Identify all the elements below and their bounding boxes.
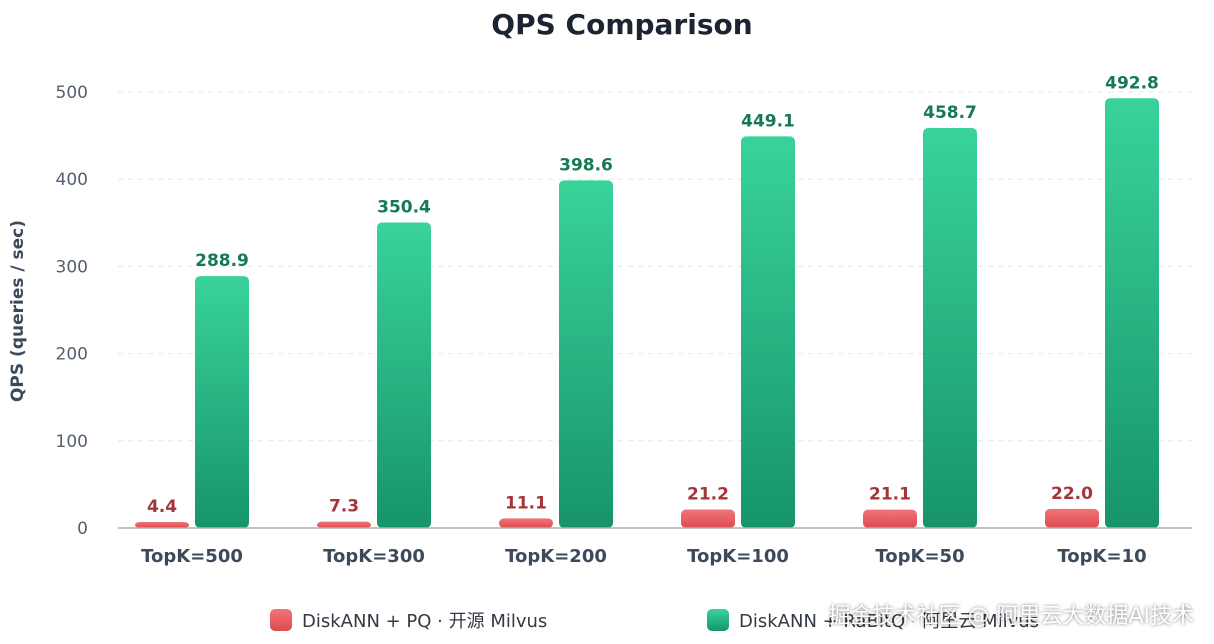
- value-label-layer: 4.4 288.9 7.3 350.4 11.1 398.6 21.2 449.1 21.1 45…: [147, 73, 1159, 517]
- value-label-pq-topk-10: 22.0: [1051, 484, 1093, 504]
- legend-swatch-rabitq: [707, 609, 729, 631]
- value-label-rabitq-topk-200: 398.6: [559, 155, 613, 175]
- x-tick-layer: TopK=500 TopK=300 TopK=200 TopK=100 TopK=50 T…: [141, 546, 1146, 567]
- value-label-rabitq-topk-300: 350.4: [377, 197, 431, 217]
- bar-pq-topk-300: [317, 521, 371, 528]
- legend-item-pq[interactable]: DiskANN + PQ · 开源 Milvus: [270, 609, 547, 632]
- bar-rabitq-topk-500: [195, 276, 249, 528]
- bar-rabitq-topk-200: [559, 180, 613, 528]
- bar-pq-topk-100: [681, 509, 735, 528]
- legend-item-rabitq[interactable]: DiskANN + RaBitQ · 阿里云 Milvus: [707, 609, 1039, 632]
- value-label-pq-topk-100: 21.2: [687, 485, 729, 505]
- bar-layer: [135, 98, 1159, 529]
- x-tick-topk-300: TopK=300: [323, 546, 425, 567]
- bar-pq-topk-50: [863, 509, 917, 528]
- x-tick-topk-500: TopK=500: [141, 546, 243, 567]
- value-label-rabitq-topk-50: 458.7: [923, 103, 977, 123]
- grid-layer: [118, 91, 1192, 442]
- watermark: 掘金技术社区 @ 阿里云大数据AI技术: [828, 604, 1194, 629]
- y-tick-layer: 0 100 200 300 400 500: [56, 83, 88, 539]
- value-label-rabitq-topk-10: 492.8: [1105, 73, 1159, 93]
- value-label-pq-topk-500: 4.4: [147, 497, 177, 517]
- x-tick-topk-200: TopK=200: [505, 546, 607, 567]
- y-tick-0: 0: [77, 519, 88, 539]
- y-tick-300: 300: [56, 257, 88, 277]
- value-label-pq-topk-300: 7.3: [329, 497, 359, 517]
- y-tick-500: 500: [56, 83, 88, 103]
- legend: DiskANN + PQ · 开源 Milvus DiskANN + RaBit…: [270, 609, 1039, 632]
- chart-title: QPS Comparison: [491, 8, 752, 41]
- bar-pq-topk-500: [135, 522, 189, 528]
- value-label-rabitq-topk-100: 449.1: [741, 111, 795, 131]
- x-tick-topk-50: TopK=50: [875, 546, 964, 567]
- bar-rabitq-topk-10: [1105, 98, 1159, 529]
- y-tick-200: 200: [56, 345, 88, 365]
- bar-pq-topk-10: [1045, 508, 1099, 528]
- value-label-rabitq-topk-500: 288.9: [195, 251, 249, 271]
- legend-label-pq: DiskANN + PQ · 开源 Milvus: [302, 611, 547, 632]
- y-tick-400: 400: [56, 170, 88, 190]
- y-axis-label: QPS (queries / sec): [8, 220, 28, 402]
- value-label-pq-topk-50: 21.1: [869, 485, 911, 505]
- x-tick-topk-10: TopK=10: [1057, 546, 1146, 567]
- legend-label-rabitq: DiskANN + RaBitQ · 阿里云 Milvus: [739, 611, 1039, 632]
- bar-rabitq-topk-100: [741, 136, 795, 528]
- bar-rabitq-topk-50: [923, 128, 977, 528]
- bar-rabitq-topk-300: [377, 222, 431, 528]
- y-tick-100: 100: [56, 432, 88, 452]
- bar-pq-topk-200: [499, 518, 553, 528]
- value-label-pq-topk-200: 11.1: [505, 493, 547, 513]
- legend-swatch-pq: [270, 609, 292, 631]
- x-tick-topk-100: TopK=100: [687, 546, 789, 567]
